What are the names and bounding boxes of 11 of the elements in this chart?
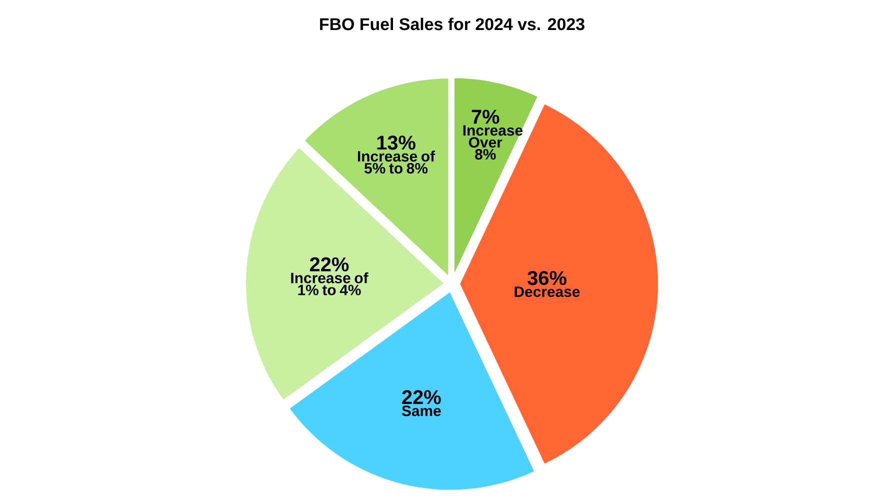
data-label: 22%	[310, 257, 349, 272]
data-label: 13%	[377, 136, 416, 150]
slice-label: Increase Over 8%	[463, 125, 523, 160]
slice-label: Same	[402, 406, 441, 416]
slice-label: Decrease	[514, 286, 580, 297]
data-label: 36%	[528, 270, 566, 286]
slice-label: Increase of 1% to 4%	[291, 272, 368, 296]
data-label: 22%	[402, 390, 441, 404]
chart-title: FBO Fuel Sales for 2024 vs. 2023	[320, 18, 584, 30]
data-label: 7%	[472, 110, 500, 124]
slice-label: Increase of 5% to 8%	[358, 150, 436, 174]
